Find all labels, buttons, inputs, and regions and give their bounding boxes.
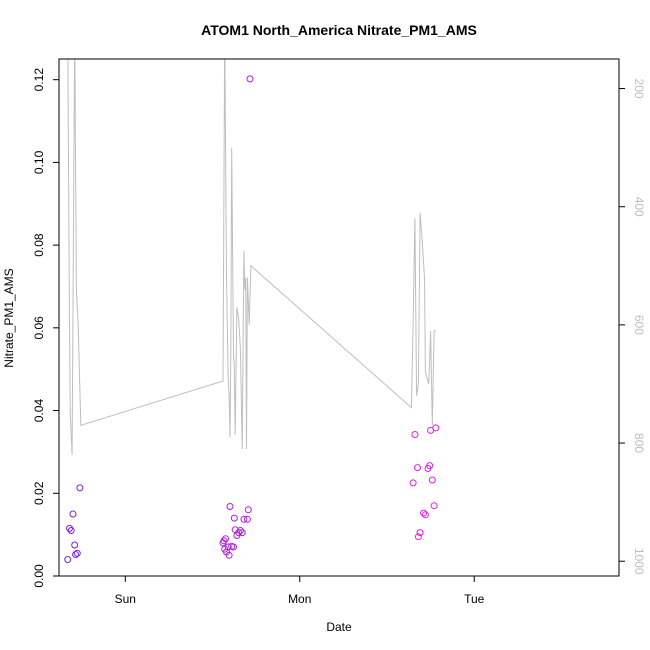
data-point — [69, 510, 77, 518]
data-point — [67, 527, 75, 534]
x-tick-label: Mon — [288, 592, 311, 606]
y2-tick-label: 1000 — [632, 548, 646, 575]
data-point — [416, 529, 424, 537]
data-point — [243, 515, 251, 523]
y-tick-label: 0.04 — [32, 399, 46, 423]
y-axis-label: Nitrate_PM1_AMS — [2, 268, 16, 367]
data-point — [226, 503, 234, 510]
y-tick-label: 0.00 — [32, 564, 46, 588]
data-point — [225, 551, 233, 559]
data-point — [421, 511, 429, 519]
y-tick-label: 0.08 — [32, 233, 46, 257]
data-point — [420, 509, 428, 517]
x-tick-label: Tue — [464, 592, 485, 606]
axes: 0.00 0.02 0.04 0.06 0.08 0.10 0.12 200 400 600 800… — [32, 68, 646, 606]
y-tick-label: 0.12 — [32, 68, 46, 92]
data-point — [64, 556, 72, 563]
data-point — [230, 514, 238, 522]
y-tick-label: 0.02 — [32, 481, 46, 505]
data-point — [224, 543, 232, 551]
data-point — [411, 431, 419, 438]
y-tick-label: 0.06 — [32, 316, 46, 340]
y2-tick-label: 200 — [632, 79, 646, 99]
data-point — [428, 476, 436, 484]
data-point — [73, 549, 81, 557]
y2-tick-label: 800 — [632, 433, 646, 453]
data-point — [432, 424, 440, 432]
chart-title: ATOM1 North_America Nitrate_PM1_AMS — [201, 22, 477, 38]
data-point — [414, 533, 422, 541]
data-point — [71, 541, 79, 549]
data-point — [409, 479, 417, 487]
data-points — [64, 75, 440, 563]
data-point — [230, 543, 237, 551]
data-point — [220, 537, 228, 545]
x-axis-label: Date — [326, 620, 352, 634]
data-point — [240, 515, 248, 523]
data-point — [236, 527, 244, 534]
y2-tick-label: 400 — [632, 197, 646, 217]
data-point — [76, 484, 84, 492]
altitude-line — [67, 59, 436, 455]
data-point — [72, 551, 80, 558]
y-tick-label: 0.10 — [32, 150, 46, 174]
data-point — [235, 529, 243, 537]
data-point — [430, 502, 438, 510]
data-point — [426, 462, 434, 470]
data-point — [244, 506, 252, 514]
data-point — [246, 75, 254, 83]
plot-frame — [58, 58, 620, 577]
data-point — [414, 464, 421, 472]
data-point — [222, 535, 230, 543]
data-point — [238, 529, 246, 537]
y2-tick-label: 600 — [632, 315, 646, 335]
x-tick-label: Sun — [115, 592, 136, 606]
data-point — [66, 524, 73, 532]
altitude-series-line — [67, 59, 436, 455]
